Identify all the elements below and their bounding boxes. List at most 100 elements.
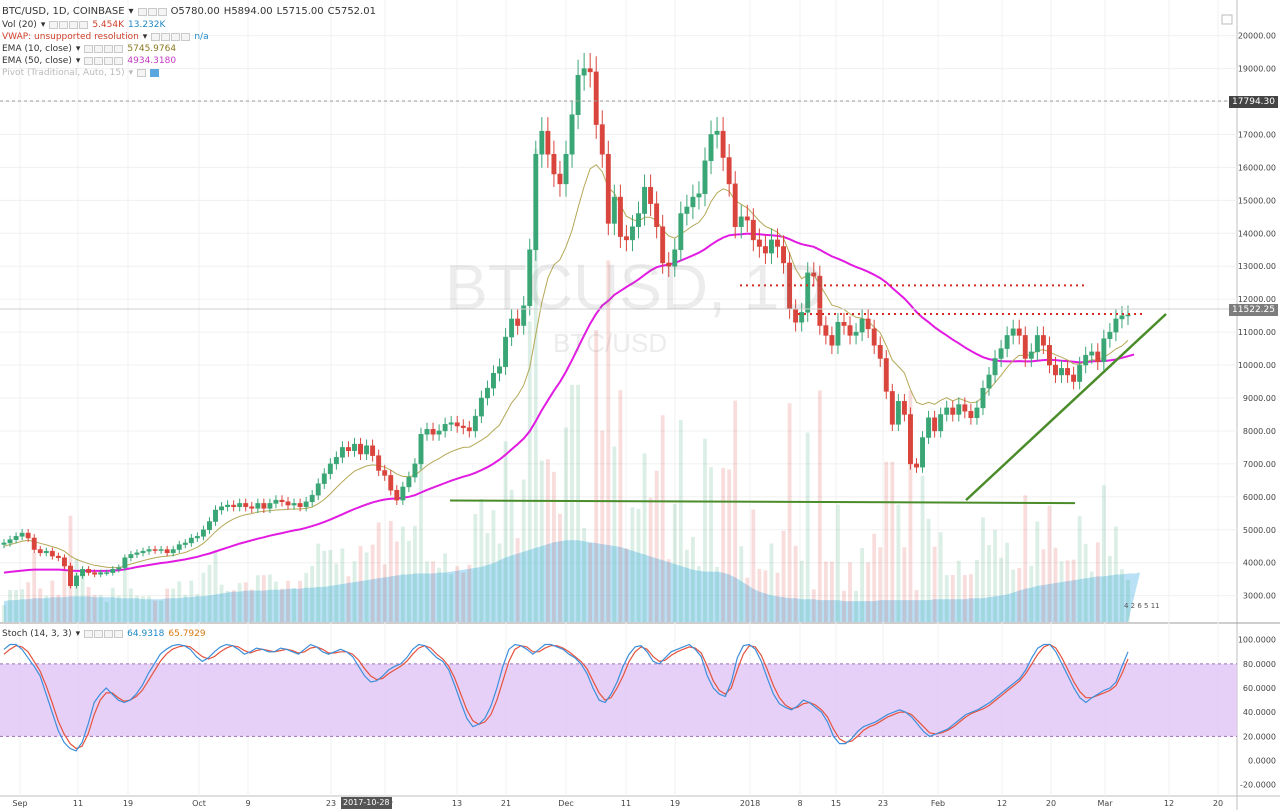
volume-bar	[981, 517, 985, 622]
candle-body	[110, 569, 116, 573]
vwap-legend[interactable]: VWAP: unsupported resolution ▾ n/a	[2, 31, 209, 43]
candle-body	[593, 71, 599, 125]
volume-bar	[848, 562, 852, 622]
candle-body	[859, 318, 865, 333]
y-tick-label: 10000.00	[1238, 361, 1276, 370]
candle-body	[352, 443, 357, 451]
volume-bar	[902, 547, 907, 622]
volume-bar	[1011, 569, 1016, 622]
volume-bar	[866, 562, 871, 622]
volume-bar	[86, 586, 91, 622]
candle-body	[756, 239, 762, 247]
volume-bar	[987, 544, 991, 622]
eye-icon[interactable]	[150, 69, 160, 77]
candle-body	[194, 536, 200, 539]
stoch-label: Stoch (14, 3, 3)	[2, 629, 72, 639]
symbol-watermark: BTCUSD, 1D	[445, 251, 826, 323]
legend-buttons[interactable]	[84, 57, 124, 65]
stoch-legend[interactable]: Stoch (14, 3, 3) ▾ 64.9318 65.7929	[2, 628, 206, 640]
legend-arrow-icon[interactable]: ▾	[75, 629, 81, 639]
ema10-legend[interactable]: EMA (10, close) ▾ 5745.9764	[2, 43, 176, 55]
candle-body	[188, 537, 194, 544]
volume-bar	[38, 588, 43, 622]
x-tick-label: 23	[878, 799, 888, 808]
pivot-legend[interactable]: Pivot (Traditional, Auto, 15) ▾	[2, 67, 160, 79]
legend-buttons[interactable]	[84, 630, 124, 638]
volume-bar	[956, 560, 961, 622]
volume-bar	[594, 330, 599, 622]
volume-bar	[110, 587, 115, 622]
legend-buttons[interactable]	[49, 21, 89, 29]
legend-arrow-icon[interactable]: ▾	[128, 6, 134, 17]
legend-buttons[interactable]	[137, 8, 167, 16]
candle-body	[938, 414, 944, 432]
ohlc-open: O5780.00	[170, 6, 220, 17]
y-tick-label: 17000.00	[1238, 130, 1276, 139]
candle-body	[642, 186, 648, 214]
volume-bar	[993, 529, 997, 622]
volume-bar	[141, 596, 145, 622]
candle-body	[744, 216, 750, 221]
candle-body	[140, 550, 146, 554]
volume-legend[interactable]: Vol (20) ▾ 5.454K 13.232K	[2, 19, 165, 31]
y-tick-label: 20000.00	[1238, 32, 1276, 41]
volume-bar	[757, 568, 762, 622]
candle-body	[418, 433, 424, 465]
volume-bar	[836, 504, 840, 622]
ema50-legend[interactable]: EMA (50, close) ▾ 4934.3180	[2, 55, 176, 67]
volume-bar	[207, 564, 212, 622]
volume-bar	[558, 513, 562, 622]
ohlc-low: L5715.00	[276, 6, 324, 17]
volume-bar	[515, 538, 520, 622]
stoch-d-line	[3, 643, 1129, 750]
candle-body	[563, 153, 569, 185]
candle-body	[829, 335, 835, 346]
y-tick-label: 12000.00	[1238, 295, 1276, 304]
legend-arrow-icon[interactable]: ▾	[128, 68, 134, 78]
volume-bar	[1035, 521, 1040, 622]
y-tick-label: 4000.00	[1243, 559, 1276, 568]
candle-body	[279, 499, 285, 503]
legend-arrow-icon[interactable]: ▾	[142, 32, 148, 42]
symbol-label[interactable]: BTC/USD, 1D, COINBASE	[2, 6, 125, 17]
candle-body	[1028, 351, 1034, 359]
legend-arrow-icon[interactable]: ▾	[75, 44, 81, 54]
legend-buttons[interactable]	[151, 33, 191, 41]
stoch-y-tick-label: 20.0000	[1243, 732, 1276, 741]
candle-body	[690, 196, 696, 208]
x-tick-label: 12	[1164, 799, 1174, 808]
volume-bar	[370, 544, 375, 622]
stoch-band	[0, 663, 1237, 737]
legend-arrow-icon[interactable]: ▾	[40, 20, 46, 30]
candle-body	[853, 331, 859, 336]
candle-body	[1046, 345, 1052, 366]
x-tick-label: Feb	[931, 799, 945, 808]
volume-label: Vol (20)	[2, 20, 37, 30]
volume-bar	[183, 594, 188, 622]
stoch-k-value: 64.9318	[127, 629, 165, 639]
candle-body	[914, 463, 919, 468]
volume-bar	[388, 520, 393, 622]
candle-body	[448, 422, 454, 425]
legend-arrow-icon[interactable]: ▾	[75, 56, 81, 66]
volume-bar	[920, 476, 925, 622]
layout-icon	[1221, 14, 1233, 25]
legend-buttons[interactable]	[84, 45, 124, 53]
candle-body	[835, 321, 841, 346]
candle-body	[968, 410, 974, 419]
candle-body	[291, 503, 297, 506]
volume-bar	[225, 591, 230, 622]
volume-bar	[382, 564, 387, 622]
volume-bar	[74, 558, 79, 622]
volume-bar	[437, 567, 441, 622]
stoch-k-line	[3, 643, 1129, 752]
volume-bar	[709, 467, 713, 622]
candle-body	[932, 417, 938, 432]
x-tick-label: 11	[73, 799, 83, 808]
candle-body	[623, 236, 629, 241]
candle-body	[364, 445, 370, 455]
legend-buttons[interactable]	[137, 69, 147, 77]
volume-bar	[129, 588, 133, 622]
